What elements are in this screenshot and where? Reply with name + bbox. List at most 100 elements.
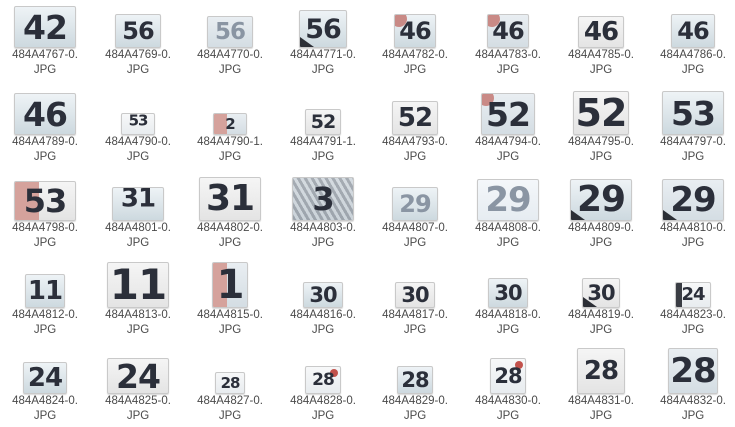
file-name: 484A4795-0. JPG (555, 135, 647, 165)
file-extension: JPG (403, 151, 427, 163)
file-name-line1: 484A4767-0. (12, 49, 78, 61)
photo-detail (15, 182, 39, 220)
file-name: 484A4770-0. JPG (184, 48, 276, 78)
bib-number: 52 (397, 103, 433, 133)
bib-number: 56 (214, 18, 246, 45)
file-extension: JPG (681, 324, 705, 336)
file-thumbnail[interactable]: 11 484A4813-0. JPG (92, 260, 184, 346)
file-name: 484A4803-0. JPG (277, 221, 369, 251)
file-extension: JPG (218, 237, 242, 249)
thumbnail-image: 56 (299, 10, 347, 48)
file-name: 484A4797-0. JPG (647, 135, 735, 165)
file-thumbnail[interactable]: 28 484A4831-0. JPG (555, 346, 647, 427)
file-name: 484A4807-0. JPG (369, 221, 461, 251)
file-thumbnail[interactable]: 29 484A4810-0. JPG (647, 173, 735, 259)
file-extension: JPG (403, 324, 427, 336)
bib-number: 42 (23, 7, 68, 47)
file-extension: JPG (126, 237, 150, 249)
file-thumbnail[interactable]: 28 484A4828-0. JPG (277, 346, 369, 427)
file-thumbnail[interactable]: 56 484A4770-0. JPG (184, 0, 276, 86)
file-thumbnail[interactable]: 46 484A4789-0. JPG (0, 87, 91, 173)
thumbnail-image: 28 (305, 366, 341, 394)
photo-detail (330, 369, 338, 377)
file-name-line1: 484A4824-0. (12, 395, 78, 407)
file-thumbnail[interactable]: 53 484A4790-0. JPG (92, 87, 184, 173)
file-thumbnail[interactable]: 46 484A4786-0. JPG (647, 0, 735, 86)
file-name: 484A4808-0. JPG (462, 221, 554, 251)
file-extension: JPG (33, 151, 57, 163)
photo-detail (214, 114, 227, 134)
file-thumbnail[interactable]: 28 484A4829-0. JPG (369, 346, 461, 427)
file-thumbnail[interactable]: 52 484A4794-0. JPG (462, 87, 554, 173)
file-thumbnail[interactable]: 28 484A4827-0. JPG (184, 346, 276, 427)
photo-detail (571, 210, 585, 220)
thumbnail-frame: 11 (92, 262, 184, 308)
thumbnail-image: 56 (115, 14, 161, 48)
file-thumbnail[interactable]: 52 484A4791-1. JPG (277, 87, 369, 173)
bib-number: 28 (401, 367, 429, 392)
thumbnail-frame: 53 (647, 89, 735, 135)
file-extension: JPG (311, 64, 335, 76)
file-name-line1: 484A4812-0. (12, 309, 78, 321)
thumbnail-frame: 52 (462, 89, 554, 135)
file-thumbnail[interactable]: 53 484A4798-0. JPG (0, 173, 91, 259)
photo-detail (482, 94, 494, 106)
file-thumbnail[interactable]: 52 484A4795-0. JPG (555, 87, 647, 173)
file-extension: JPG (589, 237, 613, 249)
bib-number: 53 (128, 113, 149, 130)
file-name-line1: 484A4832-0. (660, 395, 726, 407)
bib-number: 46 (399, 17, 431, 45)
file-thumbnail[interactable]: 30 484A4817-0. JPG (369, 260, 461, 346)
thumbnail-image: 3 (292, 177, 354, 221)
file-name-line1: 484A4808-0. (475, 222, 541, 234)
file-thumbnail[interactable]: 24 484A4825-0. JPG (92, 346, 184, 427)
bib-number: 29 (670, 180, 716, 220)
file-name-line1: 484A4827-0. (197, 395, 263, 407)
file-thumbnail[interactable]: 29 484A4807-0. JPG (369, 173, 461, 259)
file-thumbnail[interactable]: 29 484A4808-0. JPG (462, 173, 554, 259)
file-extension: JPG (496, 151, 520, 163)
bib-number: 46 (583, 17, 619, 47)
file-name-line1: 484A4802-0. (197, 222, 263, 234)
file-thumbnail[interactable]: 29 484A4809-0. JPG (555, 173, 647, 259)
file-name-line1: 484A4818-0. (475, 309, 541, 321)
thumbnail-image: 29 (477, 179, 539, 221)
file-thumbnail[interactable]: 1 484A4815-0. JPG (184, 260, 276, 346)
file-extension: JPG (33, 237, 57, 249)
file-thumbnail[interactable]: 24 484A4824-0. JPG (0, 346, 91, 427)
file-name: 484A4785-0. JPG (555, 48, 647, 78)
thumbnail-image: 30 (303, 282, 343, 308)
file-thumbnail[interactable]: 31 484A4802-0. JPG (184, 173, 276, 259)
thumbnail-frame: 31 (92, 175, 184, 221)
file-thumbnail[interactable]: 46 484A4783-0. JPG (462, 0, 554, 86)
file-thumbnail[interactable]: 30 484A4818-0. JPG (462, 260, 554, 346)
file-thumbnail[interactable]: 24 484A4823-0. JPG (647, 260, 735, 346)
file-thumbnail[interactable]: 46 484A4782-0. JPG (369, 0, 461, 86)
file-thumbnail[interactable]: 30 484A4819-0. JPG (555, 260, 647, 346)
thumbnail-frame: 46 (369, 2, 461, 48)
file-thumbnail[interactable]: 28 484A4830-0. JPG (462, 346, 554, 427)
file-thumbnail[interactable]: 56 484A4769-0. JPG (92, 0, 184, 86)
file-thumbnail[interactable]: 30 484A4816-0. JPG (277, 260, 369, 346)
file-thumbnail[interactable]: 42 484A4767-0. JPG (0, 0, 91, 86)
file-thumbnail[interactable]: 56 484A4771-0. JPG (277, 0, 369, 86)
thumbnail-frame: 46 (647, 2, 735, 48)
thumbnail-image: 29 (570, 179, 632, 221)
file-thumbnail[interactable]: 53 484A4797-0. JPG (647, 87, 735, 173)
file-extension: JPG (311, 151, 335, 163)
file-thumbnail[interactable]: 52 484A4793-0. JPG (369, 87, 461, 173)
file-extension: JPG (403, 64, 427, 76)
bib-number: 56 (305, 13, 342, 45)
file-thumbnail[interactable]: 11 484A4812-0. JPG (0, 260, 91, 346)
file-extension: JPG (33, 410, 57, 422)
thumbnail-image: 53 (121, 113, 155, 135)
file-thumbnail[interactable]: 46 484A4785-0. JPG (555, 0, 647, 86)
file-thumbnail[interactable]: 2 484A4790-1. JPG (184, 87, 276, 173)
file-thumbnail[interactable]: 31 484A4801-0. JPG (92, 173, 184, 259)
thumbnail-image: 46 (578, 16, 624, 48)
photo-detail (488, 15, 500, 27)
file-thumbnail[interactable]: 28 484A4832-0. JPG (647, 346, 735, 427)
photo-detail (663, 210, 677, 220)
file-thumbnail[interactable]: 3 484A4803-0. JPG (277, 173, 369, 259)
file-extension: JPG (218, 410, 242, 422)
